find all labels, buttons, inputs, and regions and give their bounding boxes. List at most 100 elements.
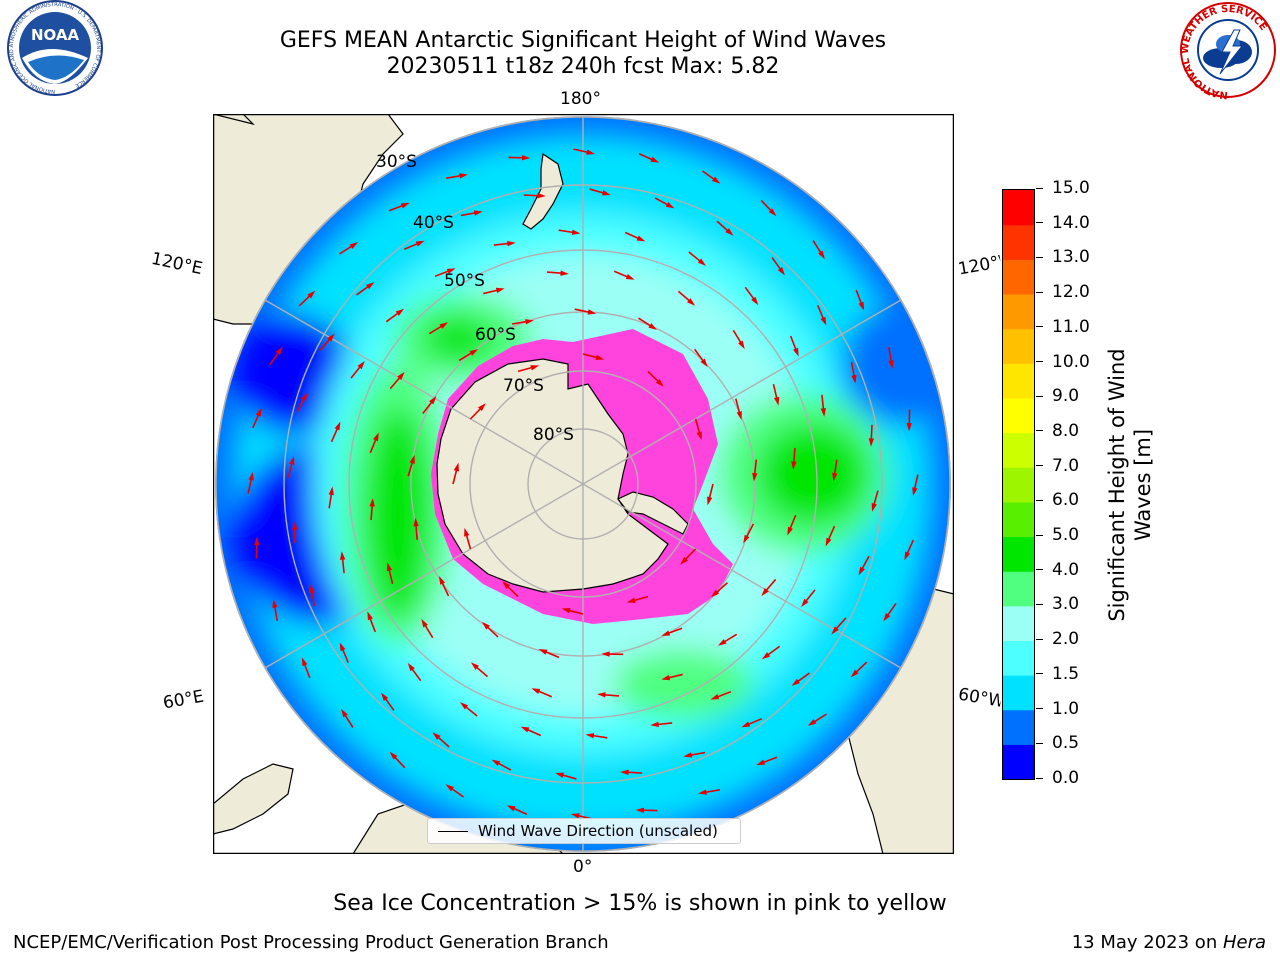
colorbar-bin (1003, 675, 1034, 711)
wind-wave-arrowhead (625, 274, 635, 280)
wind-wave-arrowhead (439, 576, 446, 585)
wind-wave-arrowhead (858, 566, 865, 576)
wind-wave-arrowhead (680, 556, 689, 565)
wind-wave-arrow (393, 755, 406, 769)
wind-wave-arrowhead (883, 613, 891, 622)
wind-wave-arrow (788, 514, 797, 531)
wind-wave-arrow (694, 418, 701, 435)
wind-wave-arrowhead (328, 486, 334, 496)
colorbar-bin (1003, 397, 1034, 434)
wind-wave-arrowhead (697, 258, 707, 266)
map-legend: Wind Wave Direction (unscaled) (427, 818, 741, 844)
wind-wave-arrowhead (888, 360, 894, 369)
wind-wave-arrow (389, 375, 402, 390)
wind-wave-arrow (574, 308, 591, 314)
wind-wave-arrowhead (507, 240, 516, 247)
wind-wave-arrowhead (272, 599, 278, 608)
lon-label-lower-left: 60°E (161, 686, 206, 714)
colorbar-tick-label: 1.5 (1036, 664, 1079, 684)
lat-label-50s: 50°S (444, 271, 485, 291)
wind-wave-arrow (855, 289, 863, 306)
wind-wave-arrowhead (831, 626, 839, 635)
lon-label-upper-left: 120°E (149, 248, 205, 280)
lon-label-upper-right: 120°W (956, 252, 1003, 280)
wind-wave-arrow (613, 270, 630, 279)
wind-wave-arrowhead (400, 202, 410, 209)
colorbar-tick-label: 12.0 (1036, 282, 1090, 302)
wind-wave-arrow (732, 329, 743, 345)
date-stamp: 13 May 2023 on Hera (1071, 932, 1266, 953)
wind-wave-arrow (689, 751, 706, 757)
wind-wave-arrowhead (570, 813, 580, 819)
wind-wave-arrow (913, 474, 919, 491)
wind-wave-arrow (761, 756, 778, 764)
wind-wave-arrow (247, 477, 253, 494)
lat-label-30s: 30°S (376, 152, 417, 172)
wind-wave-arrow (546, 271, 563, 275)
wind-wave-arrow (591, 734, 608, 739)
wind-wave-arrowhead (851, 374, 857, 384)
wind-wave-arrowhead (710, 589, 720, 598)
colorbar-bin (1003, 190, 1034, 226)
wind-wave-arrowhead (395, 308, 405, 316)
wind-wave-arrowhead (858, 301, 865, 311)
wind-wave-arrow (422, 400, 434, 414)
wind-wave-arrowhead (446, 268, 456, 274)
wind-wave-arrow (833, 459, 838, 476)
wind-wave-arrow (812, 713, 827, 724)
wind-wave-arrowhead (710, 694, 720, 700)
wind-wave-arrowhead (626, 597, 636, 603)
wind-wave-arrow (287, 461, 294, 478)
wind-wave-arrow (523, 194, 540, 197)
wind-wave-arrowhead (301, 392, 308, 402)
wind-wave-arrowhead (386, 562, 393, 572)
wind-wave-arrow (369, 437, 378, 454)
wind-wave-arrowhead (773, 396, 780, 406)
wind-wave-arrow (458, 351, 474, 362)
wind-wave-arrowhead (289, 456, 295, 466)
wind-wave-arrowhead (725, 228, 734, 236)
wind-wave-arrow (886, 602, 897, 617)
wind-wave-arrowhead (801, 598, 809, 608)
wind-wave-arrow (683, 548, 697, 562)
wind-wave-arrowhead (571, 229, 581, 235)
wind-wave-arrowhead (850, 669, 859, 678)
wind-wave-arrowhead (421, 618, 428, 628)
wind-wave-arrowhead (357, 360, 365, 370)
wind-wave-arrowhead (309, 584, 315, 594)
colorbar-tick-label: 1.0 (1036, 699, 1079, 719)
wind-wave-arrowhead (696, 431, 702, 441)
wind-wave-arrowhead (397, 371, 405, 380)
wind-wave-arrow (906, 539, 915, 556)
wind-wave-arrowhead (787, 526, 793, 536)
map-panel: 30°S 40°S 50°S 60°S 70°S 80°S (213, 114, 954, 854)
colorbar-tick-label: 2.0 (1036, 629, 1079, 649)
wind-wave-arrowhead (339, 642, 346, 652)
wind-wave-arrow (716, 220, 730, 233)
wind-wave-arrow (469, 406, 483, 420)
wind-wave-arrowhead (597, 692, 606, 698)
wind-wave-arrowhead (439, 322, 449, 329)
wind-wave-arrow (688, 251, 702, 263)
wind-wave-arrowhead (334, 421, 341, 431)
polar-map: 30°S 40°S 50°S 60°S 70°S 80°S (213, 114, 954, 854)
wind-wave-arrowhead (502, 581, 511, 590)
wind-wave-arrowhead (871, 502, 877, 512)
wind-wave-arrowhead (601, 651, 610, 657)
wind-wave-arrowhead (254, 536, 260, 546)
nws-logo: NATIONAL WEATHER SERVICE (1180, 2, 1276, 100)
wind-wave-arrowhead (665, 202, 675, 209)
colorbar-bin (1003, 536, 1034, 572)
wind-wave-arrow (434, 269, 451, 278)
wind-wave-arrow (854, 661, 868, 674)
colorbar-bin (1003, 571, 1034, 607)
wind-wave-arrowhead (560, 270, 569, 276)
wind-wave-arrowhead (307, 290, 316, 299)
colorbar-bin (1003, 432, 1034, 468)
wind-wave-arrowhead (469, 349, 479, 356)
colorbar-bin (1003, 467, 1034, 503)
wind-wave-arrowhead (415, 240, 425, 247)
wind-wave-arrowhead (761, 652, 771, 660)
wind-wave-arrow (872, 490, 879, 507)
colorbar-tick-label: 14.0 (1036, 213, 1090, 233)
